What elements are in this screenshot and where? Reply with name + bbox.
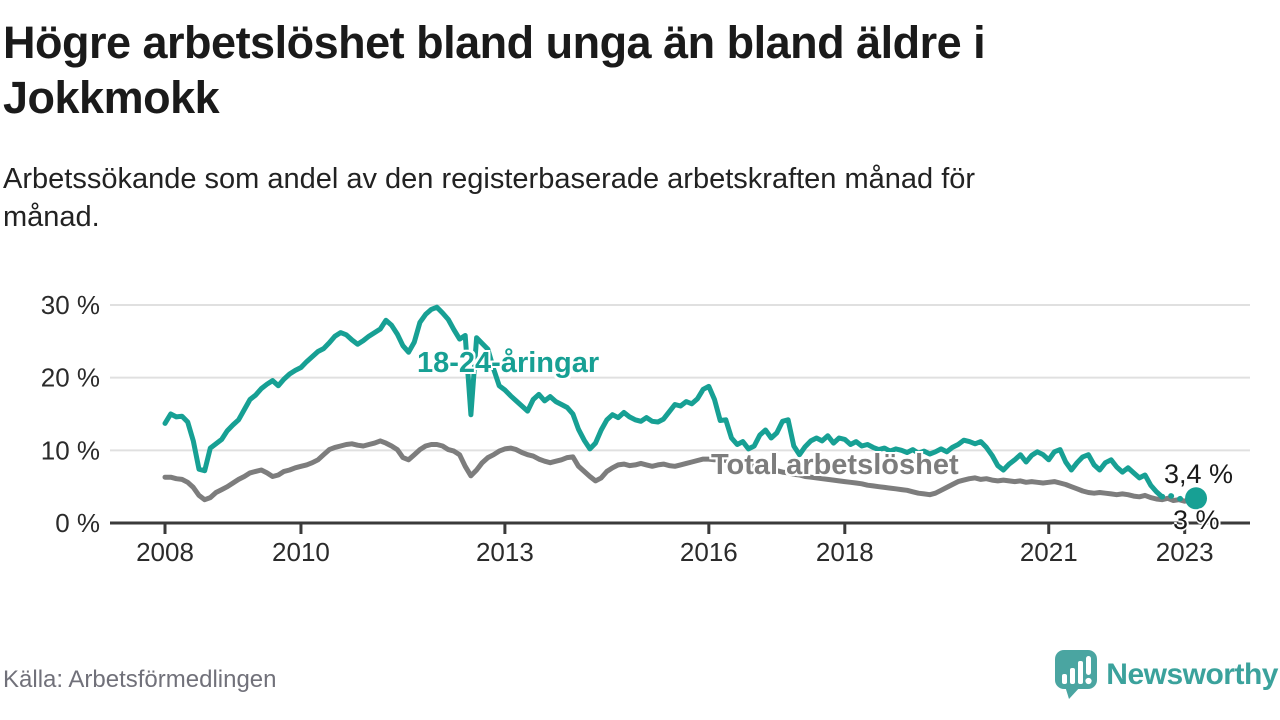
series-label-total: Total arbetslöshet	[711, 449, 959, 481]
end-value-label-total: 3 %	[1173, 505, 1220, 535]
y-tick-label: 10 %	[41, 435, 100, 465]
x-tick-label: 2008	[136, 537, 194, 567]
source-note: Källa: Arbetsförmedlingen	[3, 666, 277, 693]
brand-logo: Newsworthy	[1054, 650, 1278, 700]
page-title: Högre arbetslöshet bland unga än bland ä…	[3, 17, 986, 123]
x-tick-label: 2018	[816, 537, 874, 567]
x-tick-label: 2013	[476, 537, 534, 567]
x-tick-label: 2010	[272, 537, 330, 567]
newsworthy-logo-icon	[1055, 650, 1098, 699]
y-tick-label: 30 %	[41, 290, 100, 320]
series-label-youth: 18-24-åringar	[417, 347, 600, 379]
end-value-label-youth: 3,4 %	[1164, 459, 1234, 489]
x-tick-label: 2023	[1156, 537, 1214, 567]
x-tick-label: 2016	[680, 537, 738, 567]
series-end-dot	[1185, 487, 1208, 510]
y-tick-label: 0 %	[55, 508, 100, 538]
brand-name: Newsworthy	[1106, 658, 1278, 691]
x-tick-label: 2021	[1020, 537, 1078, 567]
series-line-youth	[162, 304, 1165, 500]
series-line-total	[162, 438, 1199, 504]
page-subtitle: Arbetssökande som andel av den registerb…	[3, 163, 976, 234]
y-tick-label: 20 %	[41, 363, 100, 393]
